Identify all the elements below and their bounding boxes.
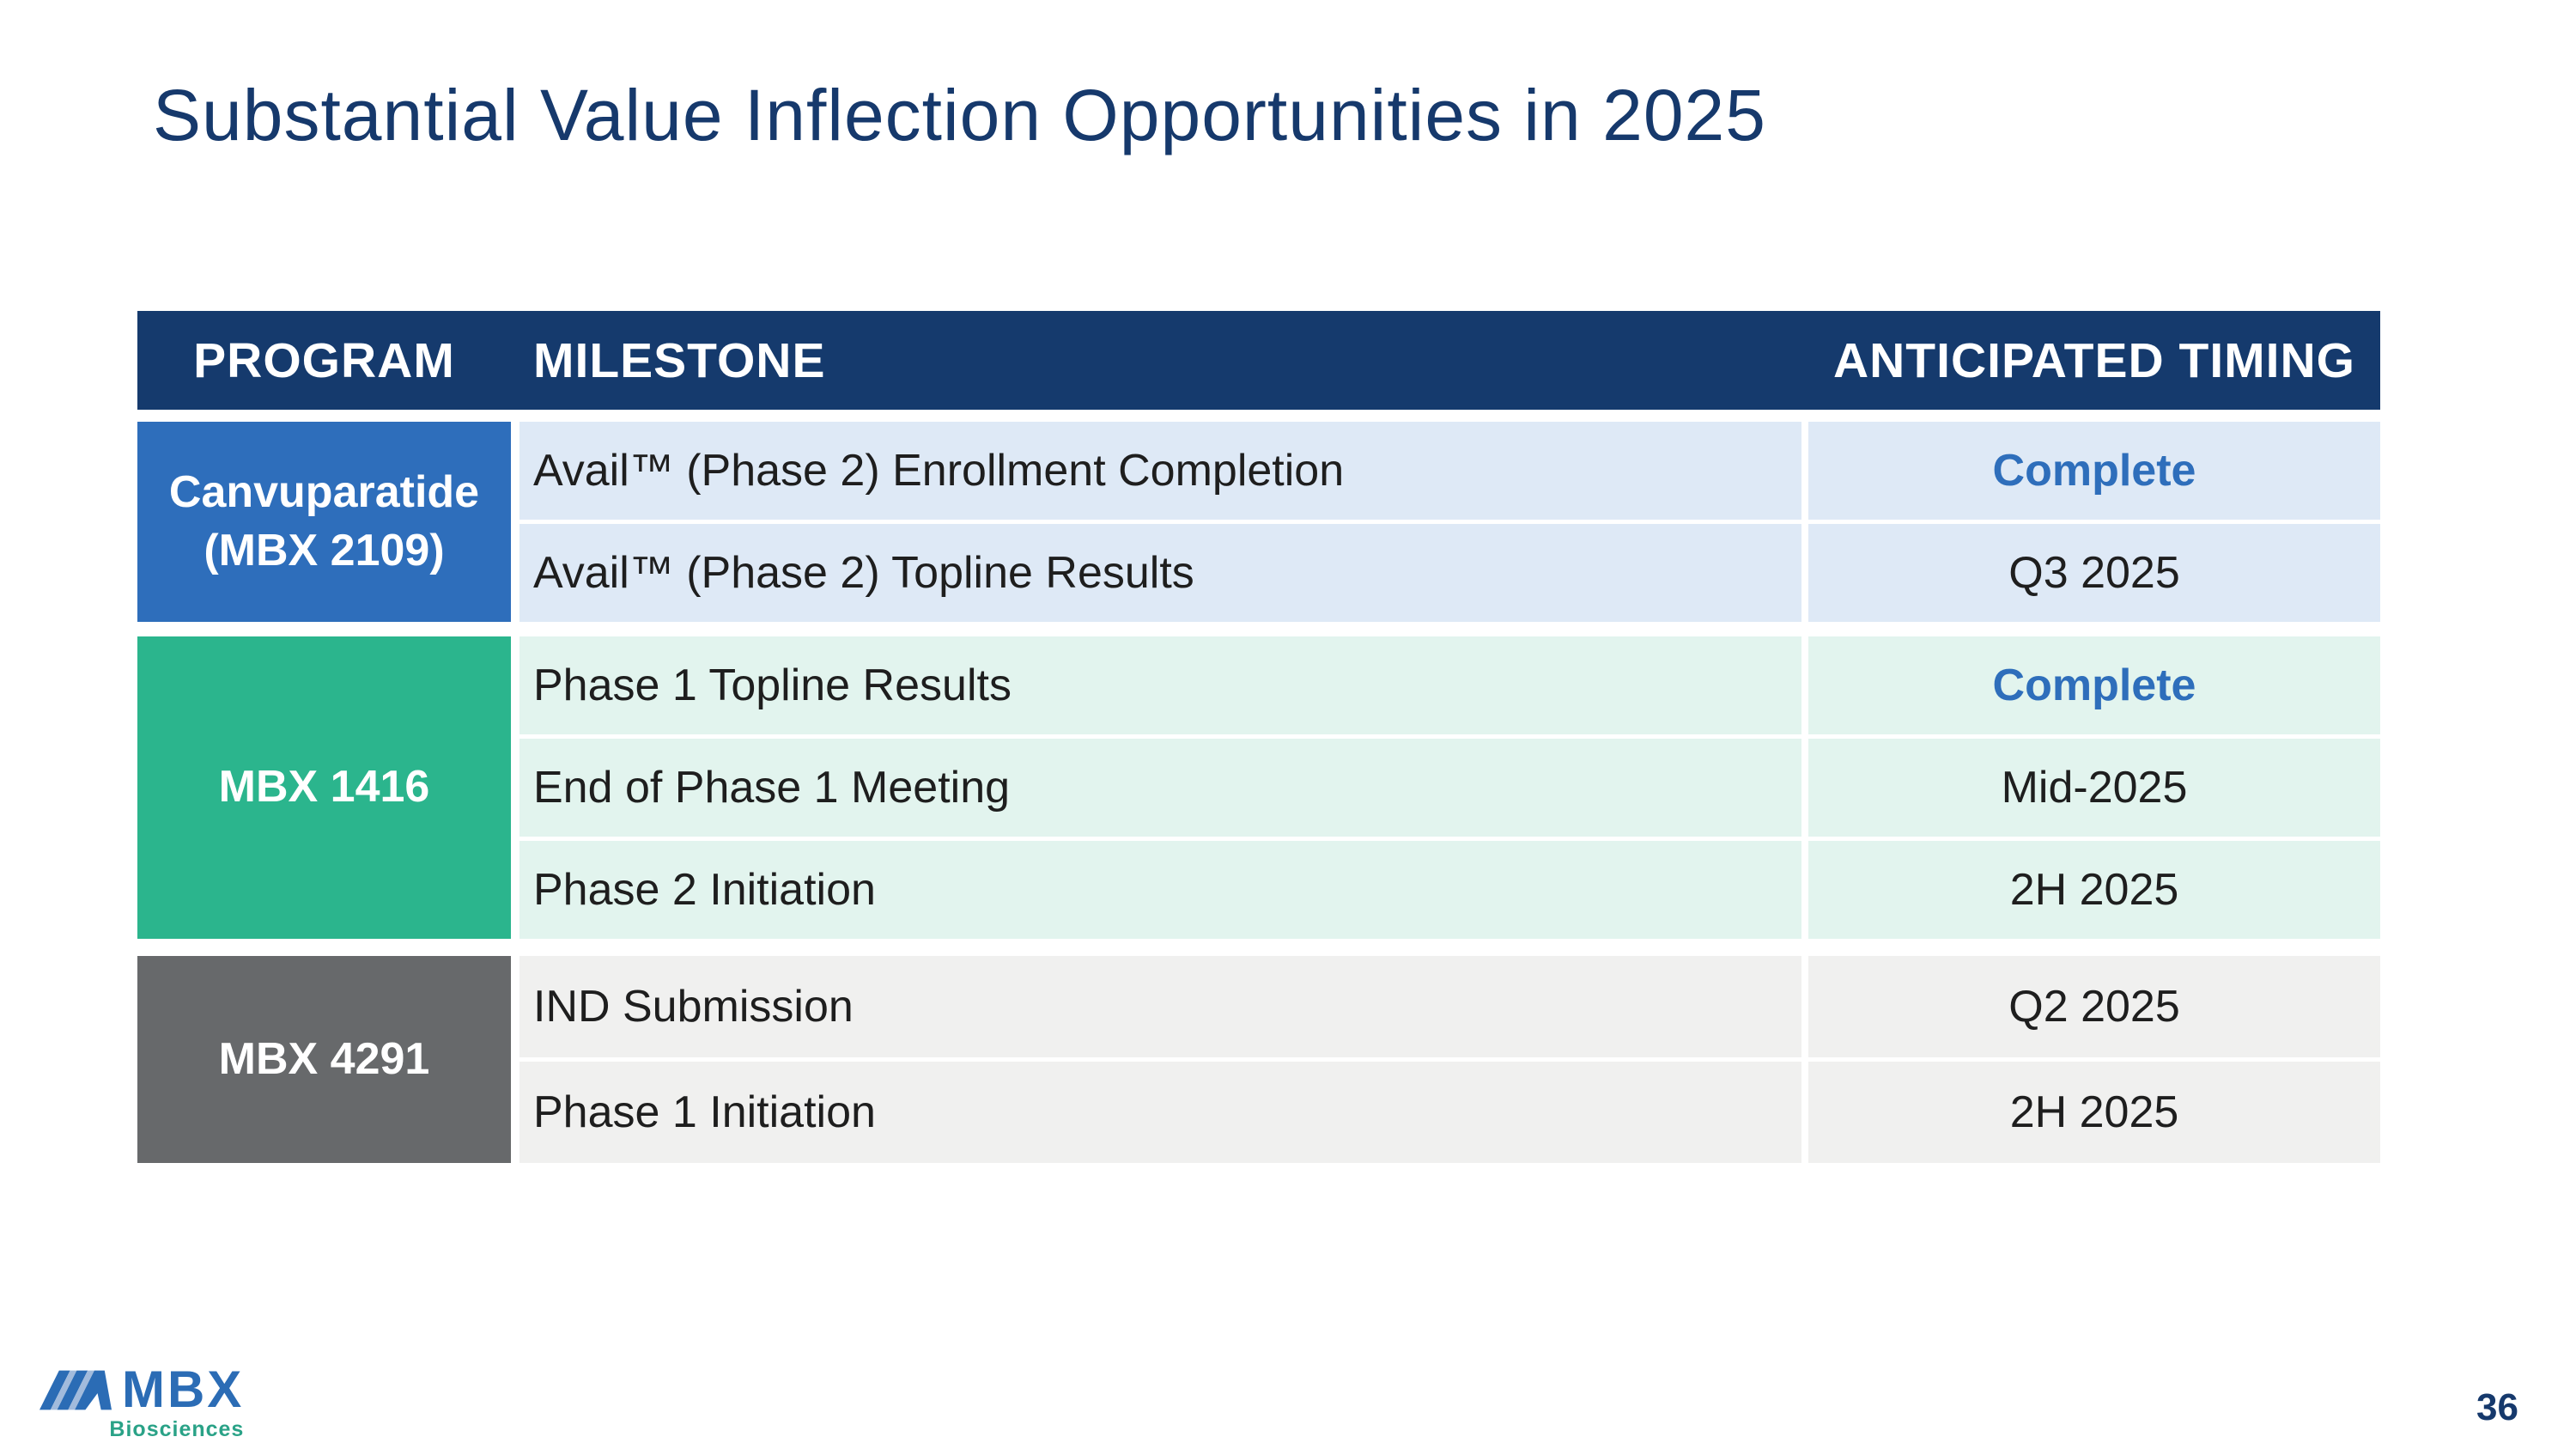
page-title: Substantial Value Inflection Opportuniti… [153,75,1766,155]
timing-cell: Mid-2025 [1808,739,2380,837]
column-divider [1801,524,1808,622]
table-row: Avail™ (Phase 2) Enrollment Completion C… [519,422,2380,520]
column-divider [511,956,519,1163]
logo-top-row: MBX [39,1364,244,1416]
program-name: MBX 1416 [218,762,430,813]
mbx-stripes-icon [39,1370,112,1409]
program-name: MBX 4291 [218,1033,430,1084]
program-group-canvuparatide: Canvuparatide (MBX 2109) Avail™ (Phase 2… [137,422,2380,622]
column-header-milestone: MILESTONE [533,332,826,388]
milestone-cell: Phase 1 Initiation [519,1062,1801,1163]
milestone-cell: Avail™ (Phase 2) Enrollment Completion [519,422,1801,520]
page-number: 36 [2476,1386,2518,1428]
column-header-program: PROGRAM [193,332,455,388]
table-row: Avail™ (Phase 2) Topline Results Q3 2025 [519,524,2380,622]
timing-cell: Complete [1808,422,2380,520]
column-divider [1801,422,1808,520]
group-rows: Phase 1 Topline Results Complete End of … [519,636,2380,939]
column-divider [1801,739,1808,837]
timing-cell: 2H 2025 [1808,1062,2380,1163]
group-rows: Avail™ (Phase 2) Enrollment Completion C… [519,422,2380,622]
program-name: Canvuparatide [168,466,480,517]
milestone-cell: Avail™ (Phase 2) Topline Results [519,524,1801,622]
milestones-table: PROGRAM MILESTONE ANTICIPATED TIMING Can… [137,311,2380,1163]
milestone-cell: Phase 2 Initiation [519,841,1801,939]
column-header-anticipated-timing: ANTICIPATED TIMING [1832,332,2355,388]
table-row: End of Phase 1 Meeting Mid-2025 [519,739,2380,837]
milestone-cell: Phase 1 Topline Results [519,636,1801,734]
table-row: Phase 1 Initiation 2H 2025 [519,1062,2380,1163]
column-divider [511,636,519,939]
program-cell-mbx-1416: MBX 1416 [137,636,511,939]
logo-subtext: Biosciences [109,1417,245,1441]
column-divider [1801,841,1808,939]
column-divider [511,422,519,622]
program-cell-mbx-4291: MBX 4291 [137,956,511,1163]
milestone-cell: IND Submission [519,956,1801,1057]
logo-wordmark: MBX [122,1361,245,1418]
table-row: Phase 2 Initiation 2H 2025 [519,841,2380,939]
table-header-row: PROGRAM MILESTONE ANTICIPATED TIMING [137,311,2380,410]
column-divider [1801,956,1808,1057]
timing-cell: 2H 2025 [1808,841,2380,939]
program-code: (MBX 2109) [204,525,445,575]
program-cell-canvuparatide: Canvuparatide (MBX 2109) [137,422,511,622]
program-group-mbx-1416: MBX 1416 Phase 1 Topline Results Complet… [137,636,2380,939]
milestone-cell: End of Phase 1 Meeting [519,739,1801,837]
timing-cell: Complete [1808,636,2380,734]
table-row: Phase 1 Topline Results Complete [519,636,2380,734]
column-divider [1801,636,1808,734]
timing-cell: Q3 2025 [1808,524,2380,622]
column-divider [1801,1062,1808,1163]
table-row: IND Submission Q2 2025 [519,956,2380,1057]
mbx-biosciences-logo: MBX Biosciences [39,1364,244,1442]
timing-cell: Q2 2025 [1808,956,2380,1057]
group-rows: IND Submission Q2 2025 Phase 1 Initiatio… [519,956,2380,1163]
program-group-mbx-4291: MBX 4291 IND Submission Q2 2025 Phase 1 … [137,956,2380,1163]
